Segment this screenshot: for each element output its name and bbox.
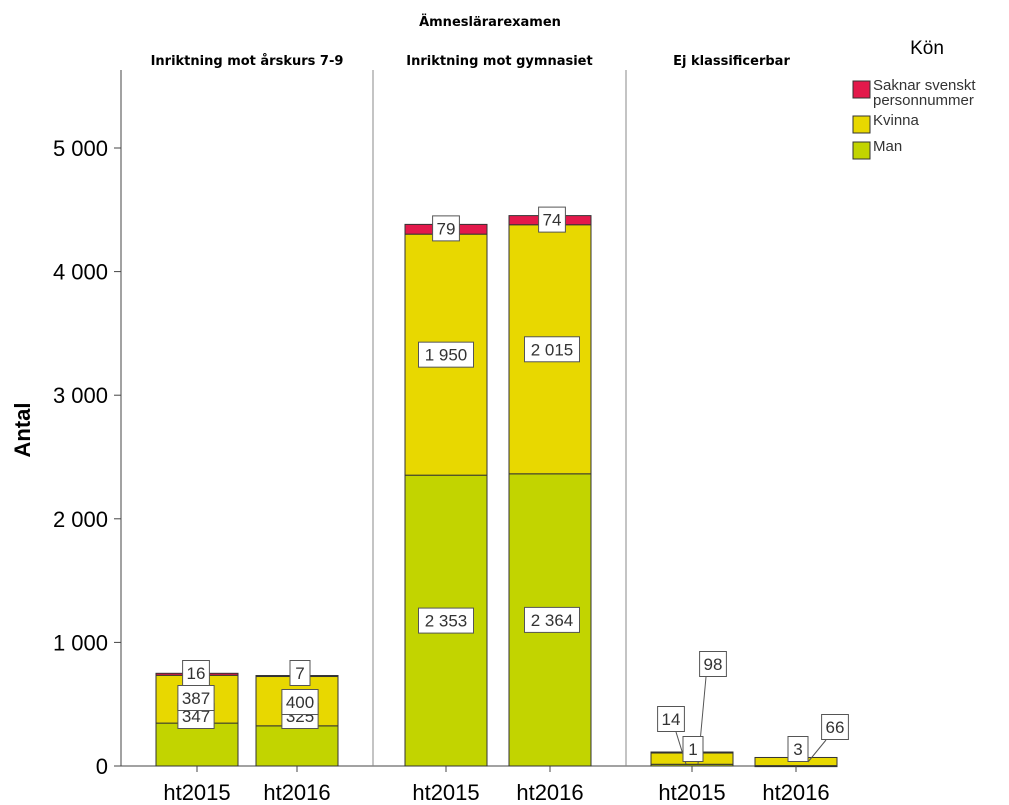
data-label-text: 98: [704, 655, 723, 674]
data-label-box: [524, 606, 580, 633]
data-label-text: 1: [688, 740, 697, 759]
legend-label: personnummer: [873, 92, 974, 109]
legend-label: Saknar svenskt: [873, 77, 976, 94]
legend-title: Kön: [910, 38, 944, 59]
panel-title: Ej klassificerbar: [673, 54, 790, 69]
data-label-box: [418, 341, 474, 368]
data-label-box: [432, 215, 460, 242]
data-label-box: [699, 651, 727, 677]
data-label: 79: [432, 215, 460, 242]
legend-label: Man: [873, 138, 902, 155]
legend-entry: Kvinna: [852, 112, 920, 134]
data-label-box: [289, 660, 311, 686]
y-tick-label: 2 000: [53, 507, 108, 532]
data-label: 400: [281, 689, 319, 715]
data-label-text: 14: [662, 710, 681, 729]
legend-label: Kvinna: [873, 112, 920, 129]
category-label: ht2015: [163, 780, 230, 805]
data-label-box: [281, 689, 319, 715]
data-label-text: 347: [182, 707, 210, 726]
data-label-text: 66: [826, 718, 845, 737]
y-tick-label: 5 000: [53, 136, 108, 161]
y-tick-label: 3 000: [53, 383, 108, 408]
data-label-text: 2 015: [531, 340, 574, 359]
data-label: 16: [182, 660, 210, 686]
data-label-text: 16: [187, 664, 206, 683]
category-label: ht2015: [412, 780, 479, 805]
data-label: 2 015: [524, 336, 580, 363]
data-label-text: 2 353: [425, 612, 468, 631]
panel: Inriktning mot gymnasiet 2 353 1 950 79 ht20…: [404, 54, 593, 805]
bar-segment: [155, 722, 239, 767]
category-label: ht2016: [762, 780, 829, 805]
data-label-text: 3: [793, 740, 802, 759]
y-axis-label: Antal: [10, 403, 35, 458]
panel-title: Inriktning mot årskurs 7-9: [151, 54, 344, 69]
data-label-box: [182, 660, 210, 686]
data-label-text: 74: [543, 211, 562, 230]
category-label: ht2015: [658, 780, 725, 805]
bar-stack: 2 353 1 950 79: [404, 215, 488, 767]
data-label-box: [682, 736, 704, 762]
bar-segment: [255, 725, 339, 767]
legend-entry: Man: [852, 138, 902, 160]
panel: Ej klassificerbar 14 98 1 ht2015 3 66 ht2016: [650, 54, 849, 805]
legend-swatch: [852, 141, 871, 160]
data-label: 7: [289, 660, 311, 686]
data-label-text: 79: [437, 219, 456, 238]
data-label: 2 364: [524, 606, 580, 633]
data-label-text: 1 950: [425, 346, 468, 365]
bar-stack: 3 66: [754, 714, 849, 768]
y-tick-label: 1 000: [53, 630, 108, 655]
bar-stack: 14 98 1: [650, 651, 734, 767]
category-label: ht2016: [516, 780, 583, 805]
data-label-text: 2 364: [531, 611, 574, 630]
data-label: 1 950: [418, 341, 474, 368]
data-label: 74: [538, 206, 566, 233]
data-label: 3: [787, 736, 809, 762]
data-label-box: [524, 336, 580, 363]
data-label: 14: [657, 706, 685, 732]
category-label: ht2016: [263, 780, 330, 805]
data-label-box: [177, 685, 215, 711]
data-label-box: [787, 736, 809, 762]
panel-title: Inriktning mot gymnasiet: [406, 54, 592, 69]
y-tick-label: 0: [96, 754, 108, 779]
data-label-box: [821, 714, 849, 740]
data-label-text: 7: [295, 664, 304, 683]
data-label: 66: [821, 714, 849, 740]
data-label: 387: [177, 685, 215, 711]
data-label: 98: [699, 651, 727, 677]
data-label-text: 387: [182, 689, 210, 708]
data-label-box: [418, 607, 474, 634]
data-label-box: [538, 206, 566, 233]
label-leader: [807, 739, 827, 763]
data-label: 1: [682, 736, 704, 762]
legend-swatch: [852, 80, 871, 99]
bar-stack: 2 364 2 015 74: [508, 206, 592, 767]
data-label-text: 400: [286, 693, 314, 712]
data-label: 2 353: [418, 607, 474, 634]
y-tick-label: 4 000: [53, 260, 108, 285]
legend-swatch: [852, 115, 871, 134]
super-title: Ämneslärarexamen: [419, 14, 561, 30]
data-label-box: [657, 706, 685, 732]
